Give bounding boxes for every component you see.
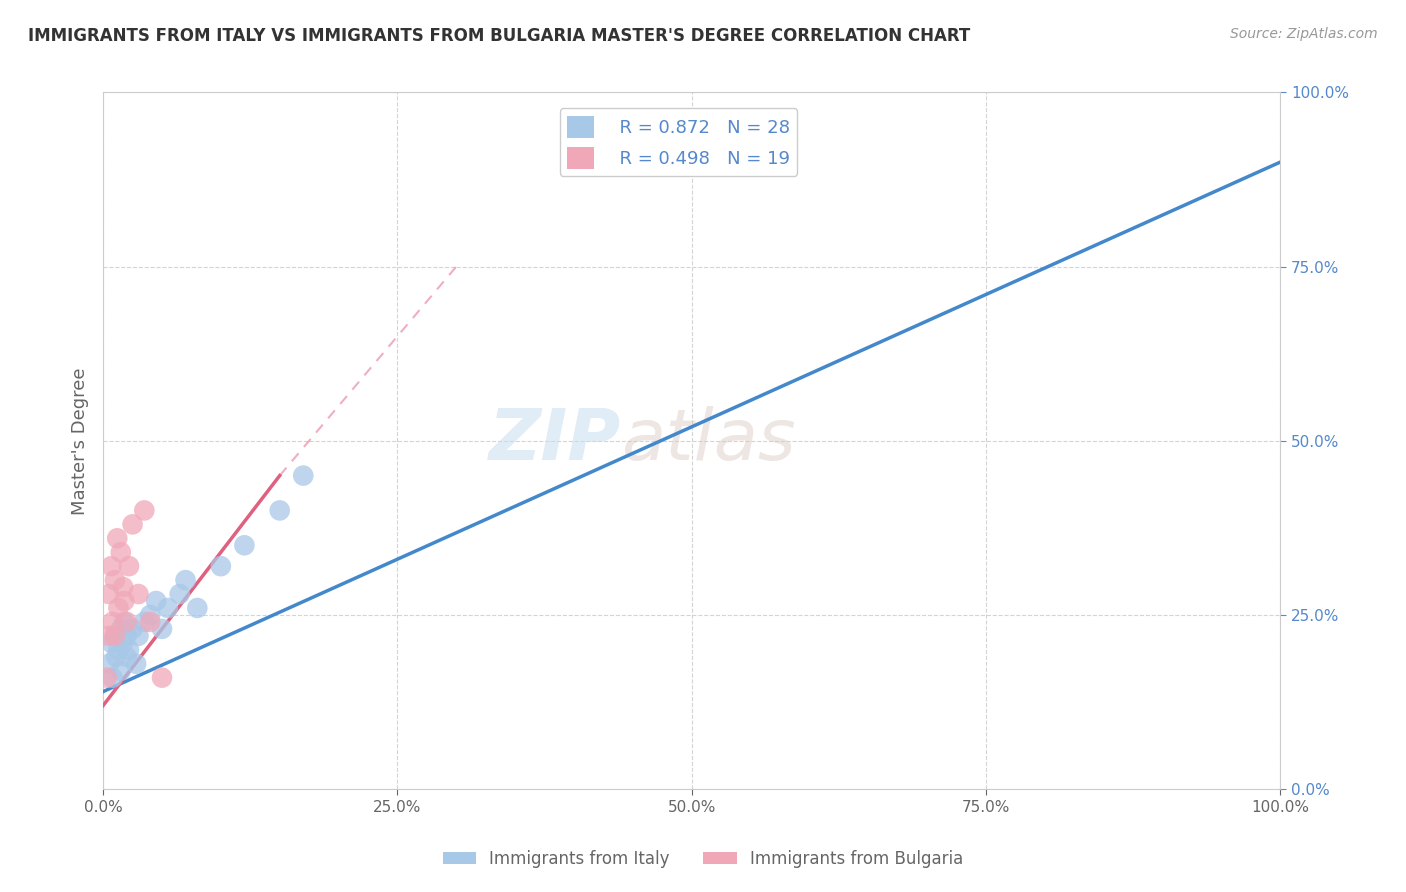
Point (139, 615, 162, 629)
Point (121, 622, 143, 636)
Point (209, 559, 232, 574)
Point (112, 615, 135, 629)
Text: atlas: atlas (621, 406, 796, 475)
Point (96, 671, 118, 685)
Point (134, 615, 156, 629)
Point (101, 615, 124, 629)
Point (104, 573, 127, 587)
Point (118, 642, 141, 657)
Point (110, 545, 132, 559)
Point (145, 594, 167, 608)
Point (174, 573, 197, 587)
Point (150, 622, 173, 636)
Point (121, 517, 143, 532)
Point (100, 636, 122, 650)
Point (118, 559, 141, 574)
Point (107, 601, 129, 615)
Point (112, 636, 135, 650)
Point (134, 503, 156, 517)
Point (112, 594, 135, 608)
Legend:   R = 0.872   N = 28,   R = 0.498   N = 19: R = 0.872 N = 28, R = 0.498 N = 19 (560, 108, 797, 176)
Point (107, 642, 129, 657)
Point (115, 649, 138, 664)
Point (139, 607, 162, 622)
Legend: Immigrants from Italy, Immigrants from Bulgaria: Immigrants from Italy, Immigrants from B… (436, 844, 970, 875)
Point (110, 664, 132, 678)
Point (104, 629, 127, 643)
Point (104, 629, 127, 643)
Point (127, 629, 149, 643)
Text: IMMIGRANTS FROM ITALY VS IMMIGRANTS FROM BULGARIA MASTER'S DEGREE CORRELATION CH: IMMIGRANTS FROM ITALY VS IMMIGRANTS FROM… (28, 27, 970, 45)
Point (115, 629, 138, 643)
Point (98, 657, 121, 671)
Point (169, 587, 191, 601)
Point (150, 671, 173, 685)
Point (100, 559, 122, 574)
Point (105, 649, 128, 664)
Point (98, 629, 121, 643)
Point (127, 587, 149, 601)
Point (292, 468, 315, 483)
Text: Source: ZipAtlas.com: Source: ZipAtlas.com (1230, 27, 1378, 41)
Point (186, 601, 208, 615)
Point (156, 601, 179, 615)
Point (110, 622, 132, 636)
Point (98, 587, 121, 601)
Point (233, 538, 256, 552)
Point (269, 503, 291, 517)
Point (105, 531, 128, 545)
Point (112, 580, 135, 594)
Text: ZIP: ZIP (489, 406, 621, 475)
Point (125, 657, 148, 671)
Point (101, 671, 124, 685)
Point (115, 615, 138, 629)
Y-axis label: Master's Degree: Master's Degree (72, 367, 89, 515)
